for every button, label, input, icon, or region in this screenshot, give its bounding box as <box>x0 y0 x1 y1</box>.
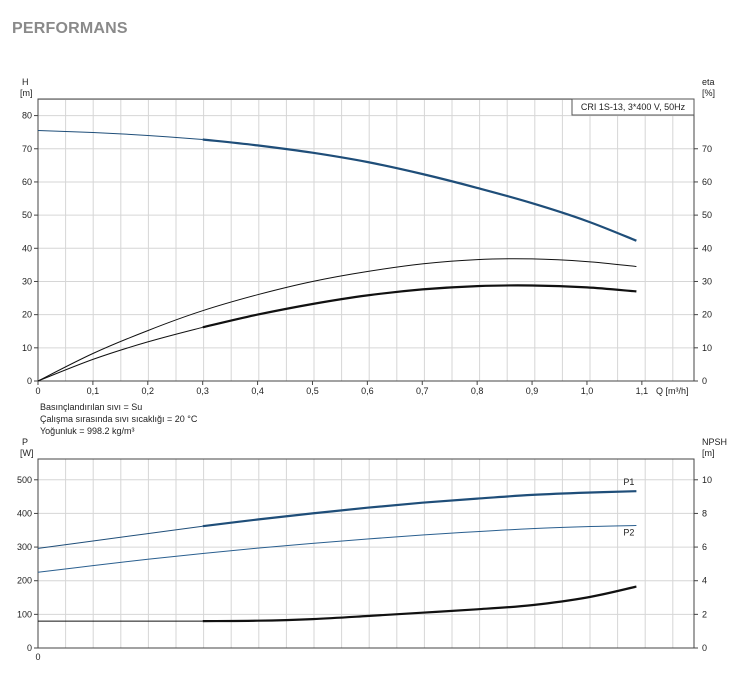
y-tick-label-right: 6 <box>702 542 707 552</box>
y-axis-label-left: P <box>22 437 28 447</box>
y-tick-label-left: 0 <box>27 643 32 653</box>
y-tick-label-left: 80 <box>22 111 32 121</box>
y-tick-label-left: 200 <box>17 576 32 586</box>
temperature-note: Çalışma sırasında sıvı sıcaklığı = 20 °C <box>40 414 198 424</box>
y-axis-unit-left: [W] <box>20 448 34 458</box>
y-axis-label-right: eta <box>702 77 715 87</box>
x-tick-label: 0,9 <box>526 386 539 396</box>
x-tick-label: 0,1 <box>87 386 100 396</box>
series-line-p2 <box>37 525 637 573</box>
chart-title-box <box>571 98 695 116</box>
x-tick-label: 1,1 <box>636 386 649 396</box>
plot-frame <box>37 458 695 649</box>
x-tick-label: 0 <box>35 652 40 662</box>
x-tick-label: 0,8 <box>471 386 484 396</box>
y-tick-label-left: 40 <box>22 243 32 253</box>
series-label-p1: P1 <box>623 477 634 487</box>
y-tick-label-right: 4 <box>702 576 707 586</box>
y-axis-unit-right: [m] <box>702 448 715 458</box>
density-note: Yoğunluk = 998.2 kg/m³ <box>40 426 135 436</box>
y-tick-label-right: 50 <box>702 210 712 220</box>
y-tick-label-right: 40 <box>702 243 712 253</box>
y-axis-label-left: H <box>22 77 29 87</box>
series-label-p2: P2 <box>623 528 634 538</box>
y-tick-label-left: 300 <box>17 542 32 552</box>
y-tick-label-right: 10 <box>702 475 712 485</box>
y-tick-label-left: 0 <box>27 376 32 386</box>
y-tick-label-left: 400 <box>17 508 32 518</box>
y-tick-label-left: 10 <box>22 343 32 353</box>
series-line-efficiency-thin <box>37 258 637 382</box>
series-line-head <box>202 138 637 242</box>
y-tick-label-right: 8 <box>702 508 707 518</box>
y-axis-label-right: NPSH <box>702 437 727 447</box>
series-line-efficiency-thick <box>202 284 637 329</box>
x-tick-label: 0,5 <box>306 386 319 396</box>
y-tick-label-left: 500 <box>17 475 32 485</box>
y-tick-label-right: 0 <box>702 643 707 653</box>
y-tick-label-left: 20 <box>22 310 32 320</box>
x-tick-label: 0,7 <box>416 386 429 396</box>
head-efficiency-chart: 0 10 20 30 40 50 60 70 80 0 10 20 30 40 50 60 70 H[m] eta[… <box>20 77 715 396</box>
series-line-head-thin <box>37 130 203 140</box>
y-tick-label-right: 60 <box>702 177 712 187</box>
y-tick-label-right: 10 <box>702 343 712 353</box>
x-tick-label: 1,0 <box>581 386 594 396</box>
x-tick-label: 0,4 <box>251 386 264 396</box>
x-axis-label: Q [m³/h] <box>656 386 689 396</box>
power-npsh-chart: 0 100 200 300 400 500 0 2 4 6 8 10 P[W] NPSH[m] 0 P1 P2 <box>17 437 727 662</box>
x-tick-label: 0 <box>35 386 40 396</box>
series-line-npsh <box>202 585 637 623</box>
y-tick-label-right: 20 <box>702 310 712 320</box>
page-title: PERFORMANS <box>12 20 128 37</box>
y-tick-label-left: 60 <box>22 177 32 187</box>
y-tick-label-left: 100 <box>17 609 32 619</box>
y-tick-label-left: 30 <box>22 276 32 286</box>
x-tick-label: 0,2 <box>142 386 155 396</box>
series-line-p1-thin <box>37 525 203 549</box>
y-tick-label-right: 30 <box>702 276 712 286</box>
chart-title: CRI 1S-13, 3*400 V, 50Hz <box>581 102 686 112</box>
plot-frame <box>37 98 695 382</box>
y-axis-unit-left: [m] <box>20 88 33 98</box>
y-tick-label-left: 50 <box>22 210 32 220</box>
y-tick-label-right: 2 <box>702 609 707 619</box>
y-axis-unit-right: [%] <box>702 88 715 98</box>
fluid-note: Basınçlandırılan sıvı = Su <box>40 402 143 412</box>
y-tick-label-left: 70 <box>22 144 32 154</box>
series-line-p1 <box>202 490 637 528</box>
series-line-efficiency-thick-thin <box>37 326 203 382</box>
x-tick-label: 0,3 <box>196 386 209 396</box>
x-tick-label: 0,6 <box>361 386 374 396</box>
y-tick-label-right: 70 <box>702 144 712 154</box>
y-tick-label-right: 0 <box>702 376 707 386</box>
